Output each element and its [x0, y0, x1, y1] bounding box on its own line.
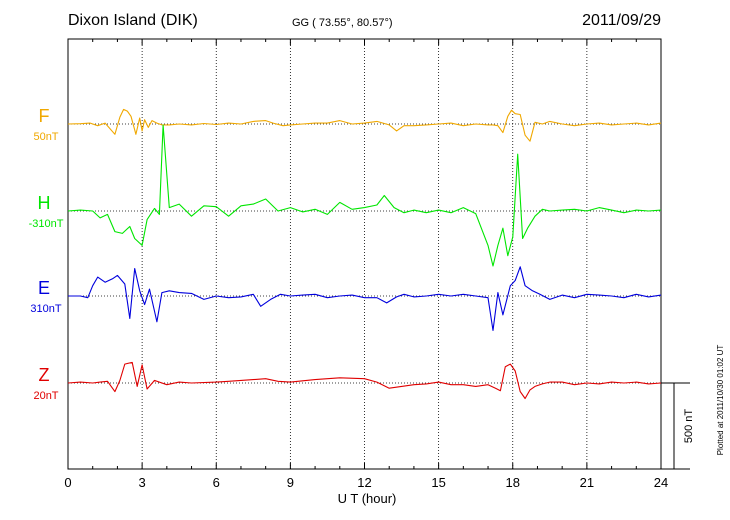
x-tick-label: 21: [580, 475, 594, 490]
grid-lines: [141, 39, 588, 469]
series-h-baseline-label: -310nT: [29, 218, 64, 230]
date-label: 2011/09/29: [582, 12, 661, 29]
x-tick-label: 0: [64, 475, 71, 490]
series-f-label: F: [39, 106, 50, 126]
series-h-label: H: [38, 193, 51, 213]
series-layer: [67, 108, 662, 400]
series-f-line: [67, 108, 662, 142]
series-f-baseline-label: 50nT: [33, 131, 58, 143]
station-title: Dixon Island (DIK): [68, 12, 198, 29]
series-e-line: [68, 266, 662, 331]
x-tick-label: 12: [357, 475, 371, 490]
x-tick-label: 3: [139, 475, 146, 490]
series-z-baseline-label: 20nT: [33, 390, 58, 402]
series-z-label: Z: [39, 365, 50, 385]
x-tick-label: 9: [287, 475, 294, 490]
x-tick-label: 6: [213, 475, 220, 490]
plotted-timestamp: Plotted at 2011/10/30 01:02 UT: [716, 345, 725, 456]
x-axis: 0 3 6 9 12 15 18 21 24: [64, 39, 668, 490]
plot-frame: [67, 38, 662, 470]
scale-bar: 500 nT: [661, 382, 695, 470]
series-h-line: [67, 124, 662, 267]
x-tick-label: 15: [431, 475, 445, 490]
series-e-baseline-label: 310nT: [30, 303, 61, 315]
series-z-line: [67, 361, 662, 400]
x-tick-label: 24: [654, 475, 668, 490]
coordinates-label: GG ( 73.55°, 80.57°): [292, 17, 393, 29]
scale-bar-label: 500 nT: [683, 409, 695, 444]
series-e-label: E: [38, 278, 50, 298]
x-tick-label: 18: [506, 475, 520, 490]
x-axis-label: U T (hour): [338, 491, 397, 506]
